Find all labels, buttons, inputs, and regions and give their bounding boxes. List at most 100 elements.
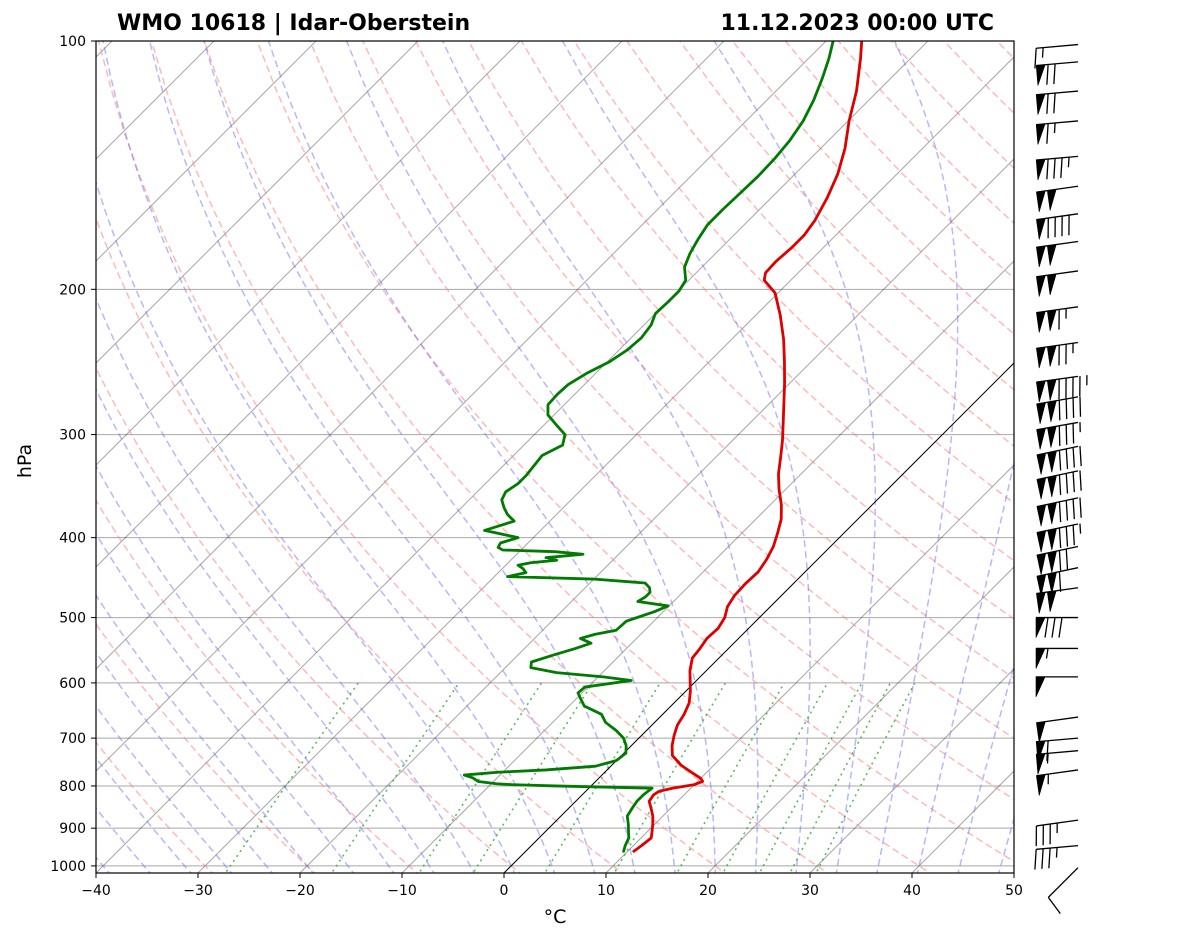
wind-barb-flag (1079, 470, 1082, 491)
isotherm-line (401, 260, 1014, 873)
mixing-ratio-line (418, 682, 543, 873)
moist-adiabat-line (96, 594, 314, 873)
wind-barb-pennant (1036, 530, 1047, 553)
wind-barb (1035, 737, 1079, 762)
moist-adiabat-line (916, 459, 1014, 873)
isotherm-line (605, 464, 1014, 873)
wind-barb-pennant (1036, 380, 1046, 403)
wind-barb (1036, 470, 1082, 500)
wind-barb-pennant (1035, 648, 1046, 669)
wind-barb-pennant (1036, 552, 1047, 575)
wind-barb-flag (1072, 498, 1075, 520)
isotherm-line (299, 158, 1014, 873)
wind-barb-half-flag (1055, 847, 1058, 858)
wind-barb-flag (1065, 500, 1069, 521)
wind-barb-flag (1034, 849, 1037, 870)
wind-barb-pennant (1035, 123, 1046, 145)
mixing-ratio-line (722, 682, 829, 873)
wind-barb-flag (1046, 740, 1049, 761)
wind-barb-flag (1079, 396, 1082, 417)
wind-barb-flag (1051, 617, 1056, 638)
dry-adiabat-line (784, 41, 1014, 280)
x-tick-label: 20 (699, 883, 717, 899)
title-left: WMO 10618 | Idar-Oberstein (117, 11, 470, 36)
wind-barb-flag (1058, 474, 1062, 496)
wind-barb-half-flag (1067, 157, 1070, 168)
dry-adiabat-line (96, 622, 316, 873)
wind-barb (1036, 185, 1079, 212)
wind-barb (1036, 716, 1079, 743)
wind-barb-pennant (1036, 218, 1046, 240)
dry-adiabat-line (97, 41, 727, 873)
wind-barb-flag (1079, 445, 1082, 467)
wind-barb (1047, 867, 1079, 915)
wind-barb-pennant (1047, 571, 1057, 594)
isotherm-line (96, 41, 827, 772)
moist-adiabats (96, 41, 1014, 873)
wind-barb-flag (1065, 526, 1069, 547)
wind-barb-pennant (1036, 477, 1047, 500)
wind-barb-flag (1058, 400, 1061, 421)
wind-barb (1036, 587, 1079, 614)
wind-barb-half-flag (1053, 122, 1056, 134)
x-tick-label: 0 (500, 883, 509, 899)
pressure-gridlines (96, 41, 1014, 867)
y-axis-label: hPa (14, 444, 36, 478)
wind-barb-pennant (1036, 402, 1046, 424)
moist-adiabat-line (96, 532, 355, 873)
zero-isotherm (503, 362, 1014, 873)
wind-barb (1036, 523, 1082, 553)
wind-barb-flag (1046, 93, 1049, 114)
wind-barb-flag (1065, 424, 1068, 445)
wind-barb-flag (1041, 848, 1044, 869)
y-tick-label: 300 (59, 428, 86, 444)
wind-barb-flag (1065, 473, 1069, 494)
wind-barb-flag (1046, 123, 1049, 144)
moist-adiabat-line (441, 41, 759, 873)
dry-adiabat-line (96, 216, 624, 873)
plot-frame (95, 40, 1015, 874)
wind-barb (1036, 240, 1079, 268)
wind-barb (1036, 396, 1082, 424)
wind-barb-half-flag (1041, 47, 1044, 58)
moist-adiabat-line (345, 41, 717, 873)
moist-adiabat-line (203, 41, 636, 873)
wind-barb-flag (1053, 93, 1056, 114)
wind-barb-pennant (1046, 188, 1057, 211)
x-axis-label: °C (544, 906, 567, 928)
wind-barb (1036, 545, 1079, 575)
dry-adiabat-line (96, 499, 419, 873)
wind-barb-flag (1072, 471, 1075, 493)
y-tick-label: 200 (59, 282, 86, 298)
wind-barb (1036, 270, 1079, 297)
y-tick-label: 900 (59, 821, 86, 837)
dewpoint-profile-line (462, 41, 835, 853)
wind-barb-pennant (1036, 311, 1046, 333)
isotherms (0, 41, 1014, 873)
mixing-ratio-lines (224, 682, 916, 873)
mixing-ratio-line (815, 682, 916, 873)
wind-barb-pennant (1047, 475, 1057, 497)
wind-barb-half-flag (1046, 753, 1049, 764)
wind-barb-flag (1065, 548, 1069, 570)
wind-barb-flag (1065, 448, 1069, 470)
dry-adiabats (96, 41, 1014, 873)
wind-barb (1036, 567, 1079, 597)
dry-adiabat-line (573, 41, 1014, 504)
isotherm-line (809, 668, 1014, 873)
wind-barb-pennant (1046, 309, 1057, 331)
dry-adiabat-line (520, 41, 1014, 562)
wind-barb-pennant (1046, 273, 1057, 296)
moist-adiabat-line (561, 41, 811, 873)
moist-adiabat-line (267, 41, 676, 873)
wind-barb-pennant (1036, 190, 1046, 212)
wind-barb-pennant (1036, 574, 1047, 597)
y-tick-label: 600 (59, 676, 86, 692)
wind-barb (1035, 676, 1078, 698)
wind-barb-half-flag (1045, 648, 1049, 659)
isotherm-line (0, 41, 10, 873)
wind-barb-flag (1048, 848, 1051, 869)
mixing-ratio-line (472, 682, 594, 873)
wind-barb-pennant (1036, 346, 1046, 369)
